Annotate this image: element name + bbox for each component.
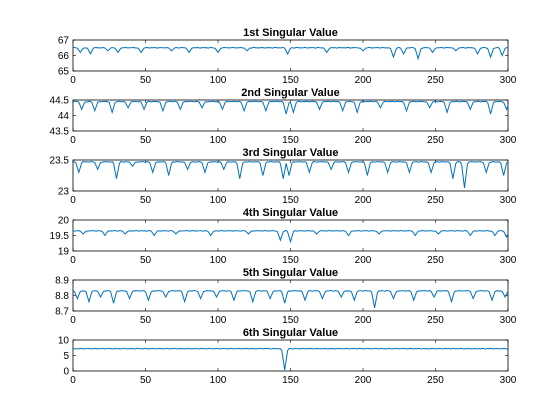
subplot-4: 4th Singular Value 0 50 100 150 200 250 300 19 19… (50, 207, 517, 266)
x-tick-label: 0 (70, 375, 76, 386)
subplot-title: 2nd Singular Value (241, 87, 339, 99)
y-tick-label: 67 (58, 36, 70, 47)
axes-box (72, 219, 509, 252)
x-tick-label: 100 (210, 75, 227, 86)
x-tick-label: 250 (427, 255, 444, 266)
series-line (72, 289, 509, 308)
y-tick-label: 23 (58, 187, 70, 198)
x-tick-label: 100 (210, 315, 227, 326)
x-tick-label: 150 (282, 75, 299, 86)
y-tick-label: 19.5 (50, 231, 70, 242)
x-tick-label: 150 (282, 375, 299, 386)
y-tick-label: 44 (58, 111, 70, 122)
y-tick-label: 10 (58, 336, 70, 347)
subplot-title: 5th Singular Value (243, 267, 338, 279)
y-tick-label: 23.5 (50, 156, 70, 167)
x-tick-label: 50 (140, 255, 152, 266)
axes-box (72, 159, 509, 192)
subplot-1: 1st Singular Value 0 50 100 150 200 250 300 65 66… (58, 27, 517, 86)
y-tick-label: 66 (58, 51, 70, 62)
y-tick-label: 8.7 (55, 307, 69, 318)
x-tick-label: 250 (427, 195, 444, 206)
subplot-5: 5th Singular Value 0 50 100 150 200 250 300 8.7 8… (55, 267, 517, 326)
y-tick-label: 65 (58, 67, 70, 78)
x-tick-label: 0 (70, 315, 76, 326)
x-tick-label: 50 (140, 75, 152, 86)
y-tick-label: 20 (58, 216, 70, 227)
series-line (72, 229, 509, 244)
subplot-6: 6th Singular Value 0 50 100 150 200 250 300 0 5 10 (58, 327, 517, 386)
y-tick-label: 8.9 (55, 276, 69, 287)
x-tick-label: 150 (282, 255, 299, 266)
series-line (72, 160, 509, 188)
x-tick-label: 100 (210, 195, 227, 206)
x-tick-label: 0 (70, 75, 76, 86)
x-tick-label: 250 (427, 75, 444, 86)
x-tick-label: 100 (210, 375, 227, 386)
x-tick-label: 50 (140, 315, 152, 326)
axes-box (72, 279, 509, 312)
y-tick-label: 8.8 (55, 291, 69, 302)
x-tick-label: 200 (355, 255, 372, 266)
x-tick-label: 300 (500, 315, 517, 326)
x-tick-label: 200 (355, 75, 372, 86)
x-tick-label: 100 (210, 135, 227, 146)
x-tick-label: 50 (140, 135, 152, 146)
x-tick-label: 150 (282, 135, 299, 146)
y-tick-label: 0 (63, 367, 69, 378)
series-line (72, 100, 509, 115)
x-tick-label: 300 (500, 75, 517, 86)
x-tick-label: 250 (427, 135, 444, 146)
x-tick-label: 0 (70, 195, 76, 206)
x-tick-label: 150 (282, 315, 299, 326)
axes-box (72, 39, 509, 72)
subplot-title: 6th Singular Value (243, 327, 338, 339)
subplot-3: 3rd Singular Value 0 50 100 150 200 250 300 23 23… (50, 147, 517, 206)
x-tick-label: 200 (355, 135, 372, 146)
x-tick-label: 200 (355, 195, 372, 206)
axes-box (72, 99, 509, 132)
y-tick-label: 44.5 (50, 96, 70, 107)
x-tick-label: 50 (140, 195, 152, 206)
x-tick-label: 100 (210, 255, 227, 266)
subplot-title: 3rd Singular Value (243, 147, 339, 159)
x-tick-label: 300 (500, 375, 517, 386)
x-tick-label: 250 (427, 375, 444, 386)
subplot-title: 4th Singular Value (243, 207, 338, 219)
axes-box (72, 339, 509, 372)
y-tick-label: 43.5 (50, 127, 70, 138)
x-tick-label: 0 (70, 135, 76, 146)
y-tick-label: 19 (58, 247, 70, 258)
x-tick-label: 200 (355, 375, 372, 386)
x-tick-label: 0 (70, 255, 76, 266)
x-tick-label: 200 (355, 315, 372, 326)
subplot-title: 1st Singular Value (243, 27, 338, 39)
y-tick-label: 5 (63, 351, 69, 362)
x-tick-label: 50 (140, 375, 152, 386)
subplot-2: 2nd Singular Value 0 50 100 150 200 250 300 43.5… (50, 87, 517, 146)
x-tick-label: 300 (500, 255, 517, 266)
series-line (72, 347, 509, 371)
series-line (72, 46, 509, 61)
x-tick-label: 250 (427, 315, 444, 326)
x-tick-label: 300 (500, 195, 517, 206)
x-tick-label: 150 (282, 195, 299, 206)
x-tick-label: 300 (500, 135, 517, 146)
